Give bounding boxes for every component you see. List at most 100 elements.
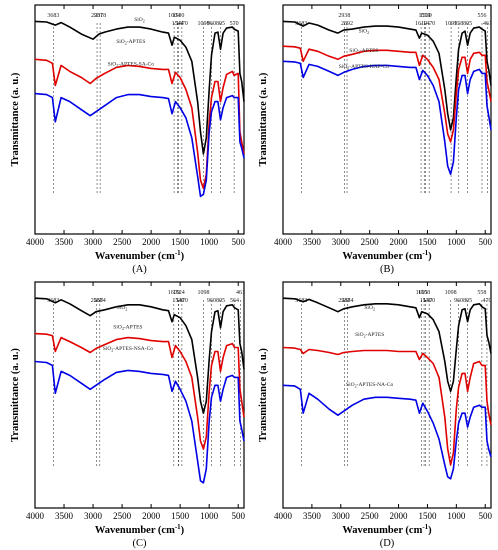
x-tick-label: 1500 (418, 511, 437, 521)
x-tick-label: 3000 (84, 237, 103, 247)
x-tick-label: 1500 (171, 237, 190, 247)
annotation-label: 2892 (341, 21, 353, 27)
x-tick-label: 500 (231, 237, 245, 247)
annotation-label: 3683 (47, 13, 59, 19)
y-axis-title: Transmittance (a. u.) (10, 72, 21, 166)
x-tick-label: 1000 (200, 511, 219, 521)
series-line (34, 360, 245, 484)
annotation-label: 470 (482, 298, 491, 304)
annotation-label: 564 (230, 298, 239, 304)
x-tick-label: 2500 (361, 237, 380, 247)
chart-panel-d: 4000 3500 3000 2500 2000 1500 1000 500 Wavenumbe… (258, 281, 492, 549)
annotation-label: 461 (483, 21, 492, 27)
annotation-label: 805 (216, 21, 225, 27)
chart-panel-b: 4000 3500 3000 2500 2000 1500 1000 500 Wavenumbe… (258, 4, 492, 275)
series-line (282, 60, 492, 175)
series-label: SiO2 (117, 305, 128, 312)
panel-caption: (A) (132, 264, 147, 275)
annotation-label: 960 (207, 21, 216, 27)
annotation-label: 2878 (94, 13, 106, 19)
series-label: SiO2 (364, 305, 375, 312)
annotation-label: 1530 (420, 13, 432, 19)
x-tick-label: 1000 (447, 237, 466, 247)
x-tick-label: 1000 (200, 237, 219, 247)
annotation-label: 1530 (172, 13, 184, 19)
annotation-label: 1530 (420, 298, 432, 304)
panel-caption: (D) (380, 538, 395, 549)
annotation-label: 1609 (168, 290, 180, 296)
series-line (282, 297, 492, 393)
series-label: SiO2-APTES (355, 332, 384, 339)
x-tick-label: 3500 (55, 237, 74, 247)
x-tick-label: 2000 (390, 237, 409, 247)
x-tick-label: 3500 (303, 511, 322, 521)
annotation-label: 2884 (341, 298, 353, 304)
annotation-label: 2937 (338, 298, 350, 304)
series-label: SiO2-APTES (349, 48, 378, 55)
annotation-label: 958 (454, 21, 463, 27)
annotation-label: 960 (207, 298, 216, 304)
annotation-label: 1550 (419, 13, 431, 19)
series-label: SiO2 (359, 28, 370, 35)
y-axis-title: Transmittance (a. u.) (258, 72, 269, 166)
x-tick-label: 4000 (26, 511, 45, 521)
x-tick-label: 4000 (274, 511, 293, 521)
y-axis-title: Transmittance (a. u.) (258, 348, 269, 442)
x-tick-label: 4000 (26, 237, 45, 247)
annotation-label: 558 (477, 290, 486, 296)
x-tick-label: 2500 (361, 511, 380, 521)
x-tick-label: 4000 (274, 237, 293, 247)
annotation-label: 556 (477, 13, 486, 19)
x-tick-label: 500 (478, 511, 492, 521)
plot-frame (282, 4, 492, 235)
annotation-label: 1530 (172, 298, 184, 304)
annotation-label: 1610 (415, 21, 427, 27)
annotation-label: 2931 (91, 13, 103, 19)
annotation-label: 1098 (197, 290, 209, 296)
series-line (34, 58, 245, 190)
series-line (282, 45, 492, 143)
x-tick-label: 2000 (142, 237, 161, 247)
x-tick-label: 2000 (142, 511, 161, 521)
annotation-label: 461 (236, 290, 245, 296)
series-line (34, 92, 245, 198)
series-line (34, 332, 245, 450)
x-tick-label: 3500 (303, 237, 322, 247)
annotation-label: 2884 (94, 298, 106, 304)
x-axis-title: Wavenumber (cm-1) (342, 523, 432, 536)
series-line (282, 384, 492, 480)
x-tick-label: 1500 (171, 511, 190, 521)
x-tick-label: 2500 (113, 511, 132, 521)
annotation-label: 805 (216, 298, 225, 304)
annotation-label: 1544 (172, 21, 184, 27)
x-tick-label: 500 (231, 511, 245, 521)
series-label: SiO2-APTES-SA-Co (108, 62, 155, 69)
annotation-label: 1470 (423, 298, 435, 304)
x-tick-label: 2000 (390, 511, 409, 521)
annotation-label: 1604 (168, 13, 180, 19)
x-tick-label: 500 (478, 237, 492, 247)
series-line (34, 297, 245, 414)
series-label: SiO2-APTES-NSA-Co (103, 346, 154, 353)
x-tick-label: 3000 (84, 511, 103, 521)
annotation-label: 1470 (176, 21, 188, 27)
annotation-label: 1558 (418, 290, 430, 296)
series-label: SiO2-APTES-HAP-Co (339, 64, 390, 71)
y-axis-title: Transmittance (a. u.) (10, 348, 21, 442)
series-line (282, 20, 492, 131)
series-line (282, 346, 492, 466)
annotation-label: 3683 (295, 21, 307, 27)
x-tick-label: 3000 (332, 511, 351, 521)
annotation-label: 805 (463, 21, 472, 27)
x-tick-label: 2500 (113, 237, 132, 247)
panel-caption: (B) (380, 264, 395, 275)
x-tick-label: 3000 (332, 237, 351, 247)
annotation-label: 1524 (173, 290, 185, 296)
series-label: SiO2-APTES (113, 324, 142, 331)
annotation-label: 805 (463, 298, 472, 304)
x-tick-label: 3500 (55, 511, 74, 521)
annotation-label: 960 (454, 298, 463, 304)
series-label: SiO2-APTES-NA-Co (346, 382, 393, 389)
annotation-label: 1091 (445, 21, 457, 27)
